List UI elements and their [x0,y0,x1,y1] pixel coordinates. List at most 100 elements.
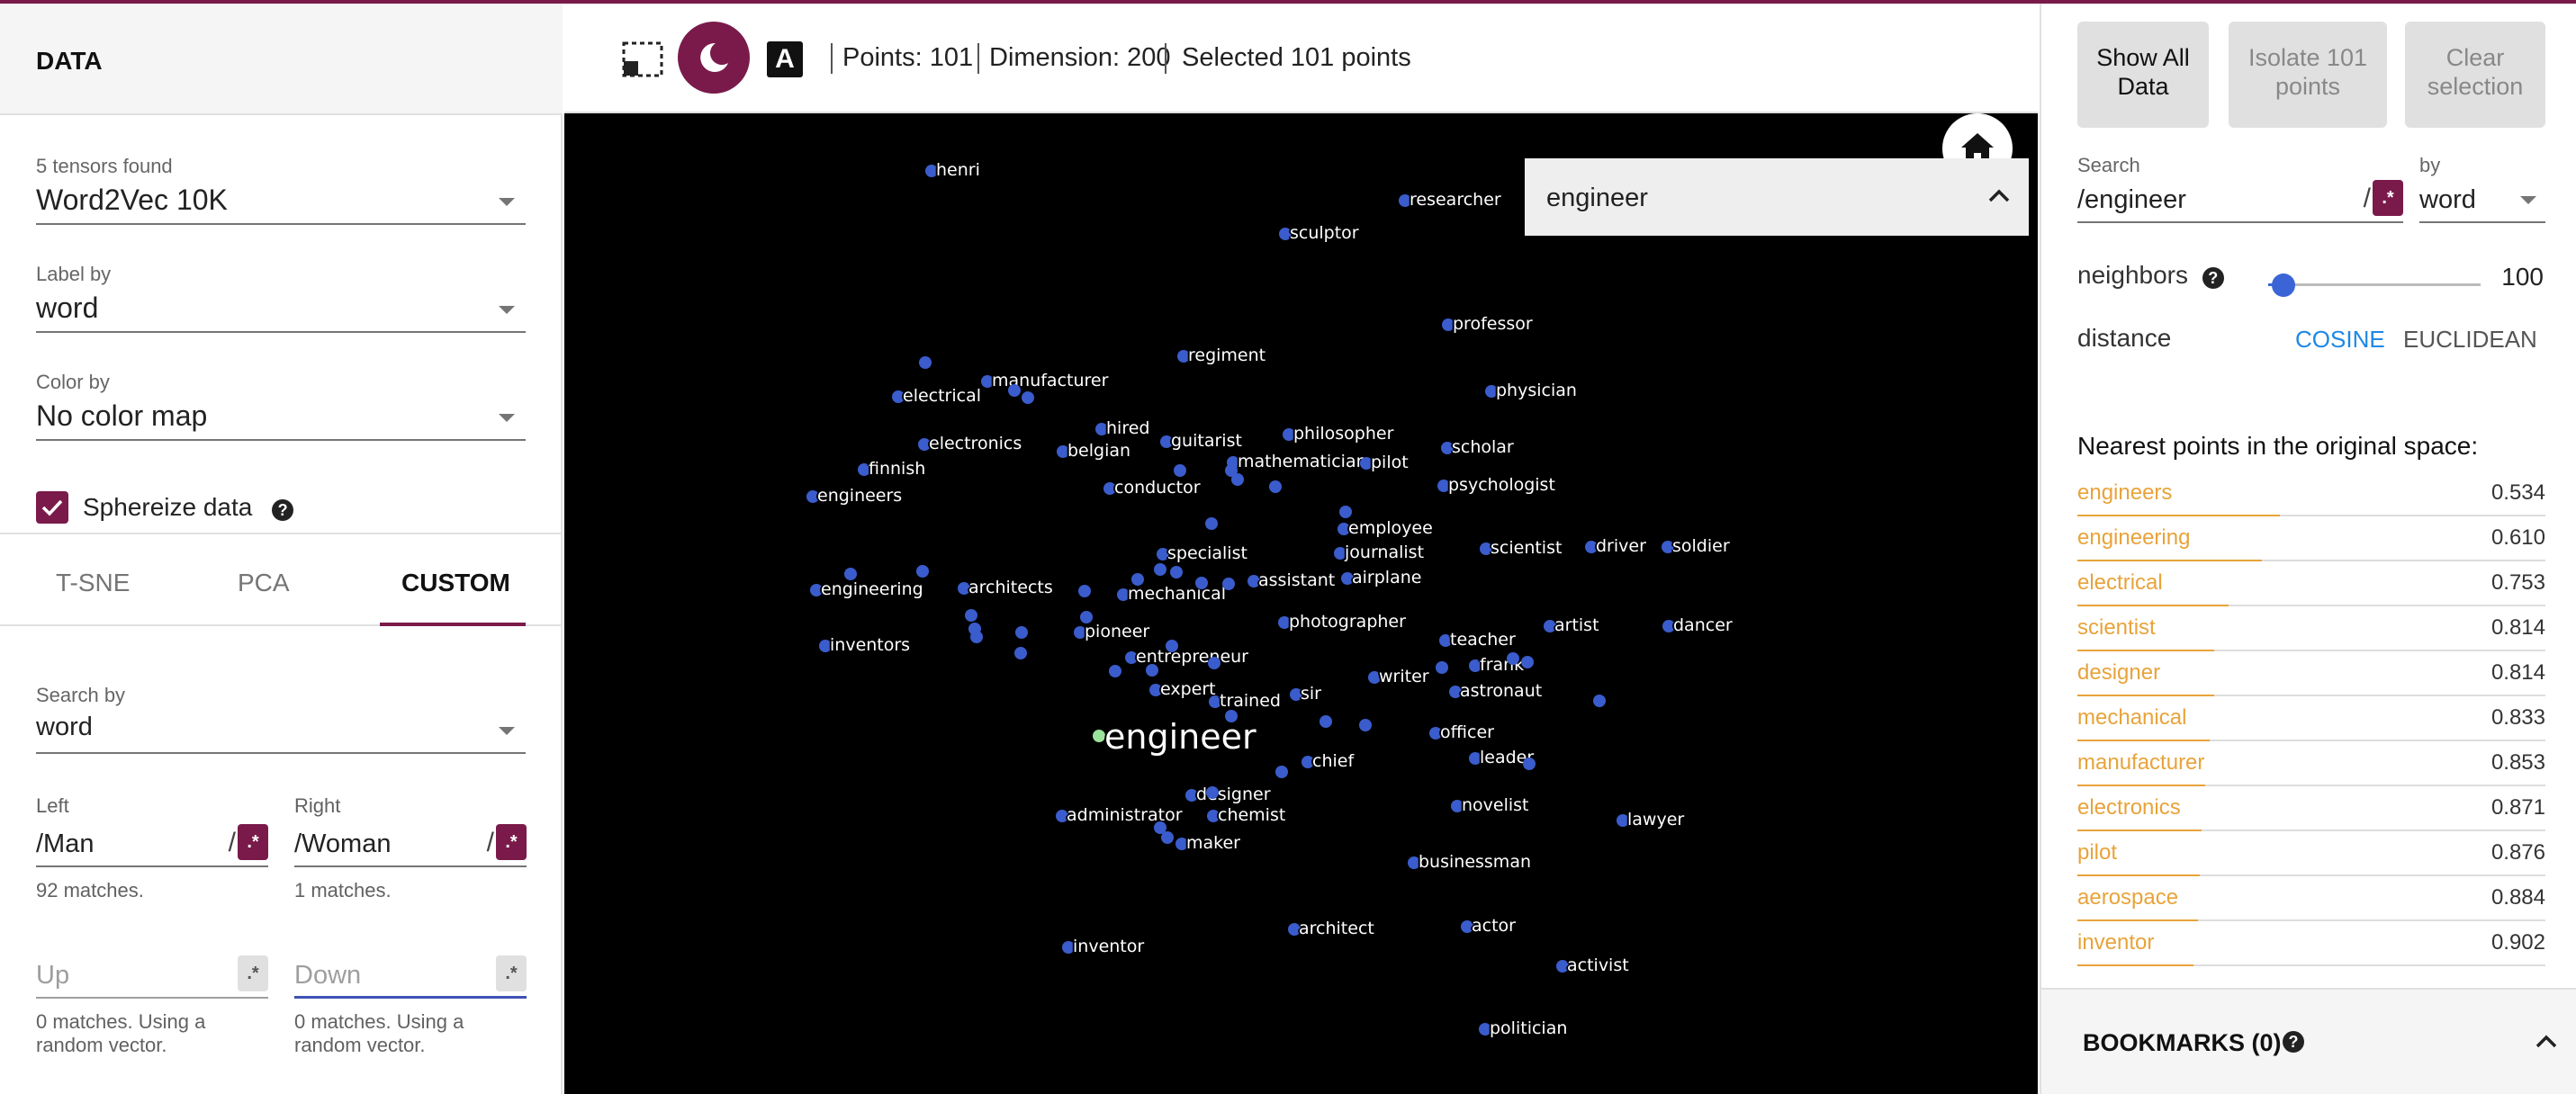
data-point[interactable] [1225,464,1238,477]
regex-toggle-icon[interactable]: .* [496,955,527,991]
data-point[interactable] [1175,838,1188,850]
data-point[interactable] [1014,647,1027,659]
data-point[interactable] [1441,442,1454,454]
color-by-select-box[interactable]: No color map [36,399,526,441]
nearest-row[interactable]: scientist 0.814 [2077,606,2545,651]
data-point[interactable] [958,582,970,595]
night-mode-toggle[interactable] [678,22,750,94]
data-point[interactable] [1177,350,1190,363]
nearest-row[interactable]: manufacturer 0.853 [2077,741,2545,786]
point-label[interactable]: soldier [1672,536,1730,556]
chevron-up-icon[interactable] [1987,187,2011,203]
point-label[interactable]: airplane [1352,568,1422,587]
data-point[interactable] [1469,752,1482,765]
point-label[interactable]: belgian [1067,441,1131,461]
data-point[interactable] [1269,480,1282,493]
focus-point[interactable] [1093,730,1105,742]
data-point[interactable] [1278,616,1291,629]
data-point[interactable] [1288,923,1301,936]
help-icon[interactable]: ? [272,499,294,521]
data-point[interactable] [1008,384,1021,397]
data-point[interactable] [1195,577,1208,589]
down-input[interactable]: Down .* [294,954,527,999]
neighbors-slider[interactable] [2268,274,2481,297]
data-point[interactable] [1449,686,1462,698]
data-point[interactable] [1451,800,1464,812]
nearest-word[interactable]: mechanical [2077,705,2187,730]
point-label[interactable]: engineers [817,486,903,506]
data-point[interactable] [892,390,905,403]
right-input[interactable]: /Woman / .* [294,822,527,867]
nearest-row[interactable]: engineering 0.610 [2077,516,2545,561]
point-label[interactable]: architect [1299,919,1374,938]
inspector-by-select[interactable]: word [2419,178,2545,223]
data-point[interactable] [1585,541,1598,553]
point-label[interactable]: chief [1312,751,1355,771]
nearest-word[interactable]: designer [2077,660,2161,685]
search-by-select[interactable]: Search by word [36,684,526,754]
bookmarks-panel[interactable]: BOOKMARKS (0) ? [2041,988,2576,1094]
data-point[interactable] [1341,572,1354,585]
selection-mode-icon[interactable] [622,41,663,77]
show-all-data-button[interactable]: Show All Data [2077,22,2209,128]
nearest-row[interactable]: engineers 0.534 [2077,471,2545,516]
point-label[interactable]: electronics [929,434,1022,453]
data-point[interactable] [1290,688,1302,701]
data-point[interactable] [1095,423,1108,435]
regex-toggle-icon[interactable]: .* [238,824,268,860]
point-label[interactable]: entrepreneur [1136,647,1248,667]
data-point[interactable] [1485,385,1498,398]
data-point[interactable] [1185,789,1198,802]
data-point[interactable] [810,584,823,596]
nearest-word[interactable]: scientist [2077,615,2156,640]
data-point[interactable] [918,438,931,451]
nearest-row[interactable]: pilot 0.876 [2077,831,2545,876]
tensor-select-box[interactable]: Word2Vec 10K [36,184,526,225]
data-point[interactable] [1429,727,1442,740]
nearest-row[interactable]: electronics 0.871 [2077,786,2545,831]
slider-thumb[interactable] [2271,274,2295,297]
point-label[interactable]: physician [1496,381,1577,400]
data-point[interactable] [919,356,932,369]
nearest-word[interactable]: engineers [2077,480,2173,505]
data-point[interactable] [1022,391,1034,404]
data-point[interactable] [1469,659,1482,672]
data-point[interactable] [1154,821,1166,834]
data-point[interactable] [1339,506,1352,518]
data-point[interactable] [1507,652,1519,665]
data-point[interactable] [1056,810,1068,822]
data-point[interactable] [1334,547,1347,560]
data-point[interactable] [1593,695,1606,707]
data-point[interactable] [1208,657,1220,669]
tab-tsne[interactable]: T-SNE [56,569,131,596]
data-point[interactable] [981,375,994,388]
point-label[interactable]: artist [1554,615,1599,635]
regex-toggle-icon[interactable]: .* [2373,180,2403,216]
point-label[interactable]: administrator [1067,805,1183,825]
point-label[interactable]: philosopher [1293,424,1394,444]
projection-canvas[interactable]: engineer henri researcher sculptor professo… [564,113,2038,1094]
point-label[interactable]: guitarist [1171,431,1242,451]
data-point[interactable] [1442,318,1455,331]
tab-pca[interactable]: PCA [238,569,290,596]
point-label[interactable]: sir [1301,684,1321,704]
point-label[interactable]: politician [1490,1018,1568,1038]
point-label[interactable]: pioneer [1085,622,1150,641]
data-point[interactable] [1275,766,1288,778]
point-label[interactable]: finnish [869,459,926,479]
nearest-word[interactable]: electrical [2077,570,2163,595]
point-label[interactable]: driver [1596,536,1646,556]
point-label[interactable]: officer [1440,722,1494,742]
tab-custom[interactable]: CUSTOM [401,569,510,596]
point-label[interactable]: trained [1220,691,1281,711]
color-by-select[interactable]: Color by No color map [36,371,526,441]
data-point[interactable] [1078,585,1091,597]
point-label[interactable]: henri [936,160,980,180]
data-point[interactable] [1437,480,1450,492]
data-point[interactable] [1360,457,1373,470]
data-point[interactable] [970,631,983,643]
data-point[interactable] [1439,634,1452,647]
nearest-word[interactable]: inventor [2077,930,2155,955]
data-point[interactable] [1103,482,1116,495]
distance-euclidean-option[interactable]: EUCLIDEAN [2403,326,2537,353]
